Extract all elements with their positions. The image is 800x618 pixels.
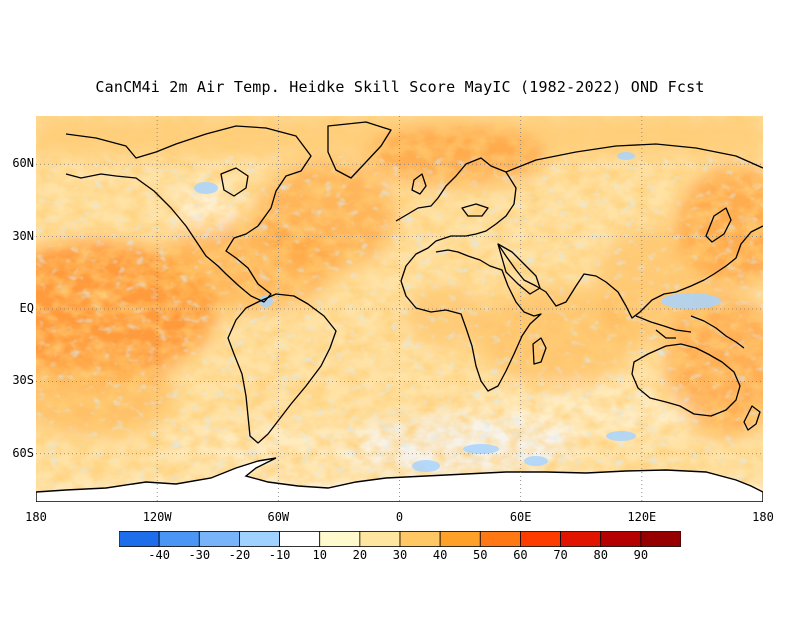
lon-label: 0: [395, 510, 404, 524]
indonesia-coast: [635, 315, 745, 349]
skill-score-map: [36, 116, 763, 502]
lon-label: 60W: [267, 510, 290, 524]
colorbar-swatch: [279, 531, 321, 547]
colorbar-swatch: [439, 531, 481, 547]
colorbar-swatch: [239, 531, 280, 547]
colorbar-swatch: [640, 531, 681, 547]
colorbar-label: -40: [148, 548, 170, 562]
colorbar-swatch: [600, 531, 642, 547]
colorbar-swatch: [158, 531, 200, 547]
colorbar-label: 50: [473, 548, 488, 562]
coastlines: [65, 121, 763, 444]
colorbar-swatch: [399, 531, 441, 547]
colorbar: [119, 531, 681, 547]
lon-label: 180: [752, 510, 774, 524]
colorbar-swatch: [119, 531, 160, 547]
page-title: CanCM4i 2m Air Temp. Heidke Skill Score …: [95, 78, 705, 96]
black-sea-coast: [461, 203, 489, 217]
colorbar-label: 30: [392, 548, 408, 562]
colorbar-label: -10: [268, 548, 291, 562]
colorbar-label: 10: [312, 548, 327, 562]
colorbar-swatch: [560, 531, 602, 547]
lat-label: 60N: [12, 156, 34, 171]
australia-coast: [631, 343, 741, 417]
lon-label: 120W: [142, 510, 172, 524]
colorbar-label: 80: [593, 548, 608, 562]
north-america-coast: [65, 125, 312, 303]
colorbar-label: 70: [553, 548, 568, 562]
colorbar-swatch: [319, 531, 361, 547]
colorbar-label: -30: [188, 548, 211, 562]
madagascar-coast: [532, 337, 547, 365]
colorbar-label: 90: [633, 548, 649, 562]
japan-coast: [705, 207, 732, 243]
lat-label: 30N: [12, 228, 34, 243]
colorbar-label: 60: [513, 548, 528, 562]
lat-label: 30S: [12, 373, 34, 388]
arabia-coast: [497, 243, 541, 295]
graticule: [36, 116, 763, 502]
lon-label: 60E: [509, 510, 532, 524]
new-zealand-coast: [743, 405, 761, 431]
greenland-coast: [327, 121, 392, 179]
lon-label: 120E: [627, 510, 657, 524]
lat-label: EQ: [19, 301, 34, 315]
colorbar-swatch: [479, 531, 521, 547]
british-isles-coast: [411, 173, 427, 195]
lon-label: 180: [25, 510, 47, 524]
colorbar-swatch: [359, 531, 401, 547]
colorbar-label: -20: [228, 548, 251, 562]
south-america-coast: [227, 293, 337, 444]
colorbar-swatch: [520, 531, 561, 547]
colorbar-label: 20: [352, 548, 368, 562]
colorbar-swatch: [198, 531, 240, 547]
europe-africa-coast: [395, 157, 542, 392]
negative-skill-patches: [194, 152, 721, 472]
lat-label: 60S: [12, 445, 34, 460]
colorbar-label: 40: [432, 548, 448, 562]
hudson-bay-coast: [220, 167, 249, 197]
